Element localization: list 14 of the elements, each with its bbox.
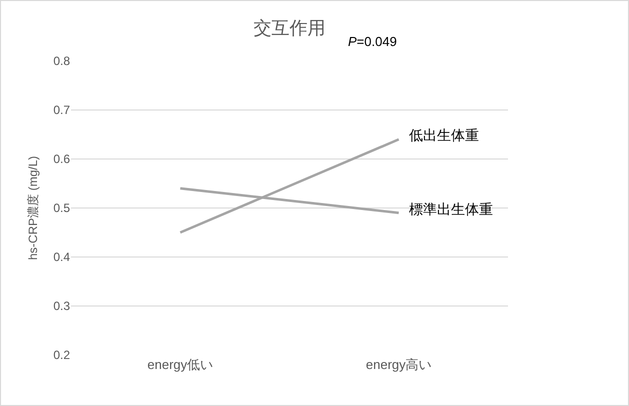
- y-tick-label: 0.8: [53, 54, 70, 68]
- chart-title: 交互作用: [254, 18, 326, 38]
- y-tick-label: 0.7: [53, 103, 70, 118]
- series-label: 標準出生体重: [409, 201, 493, 217]
- series-label: 低出生体重: [409, 127, 479, 143]
- y-tick-label: 0.5: [53, 201, 70, 216]
- y-tick-label: 0.3: [53, 299, 70, 314]
- x-tick-label: energy低い: [147, 357, 214, 372]
- text: P=0.049: [348, 34, 397, 49]
- y-axis-title: hs-CRP濃度 (mg/L): [26, 156, 40, 260]
- y-tick-label: 0.4: [53, 250, 70, 264]
- y-tick-label: 0.6: [53, 152, 70, 166]
- y-tick-label: 0.2: [53, 348, 70, 362]
- x-tick-label: energy高い: [366, 357, 432, 372]
